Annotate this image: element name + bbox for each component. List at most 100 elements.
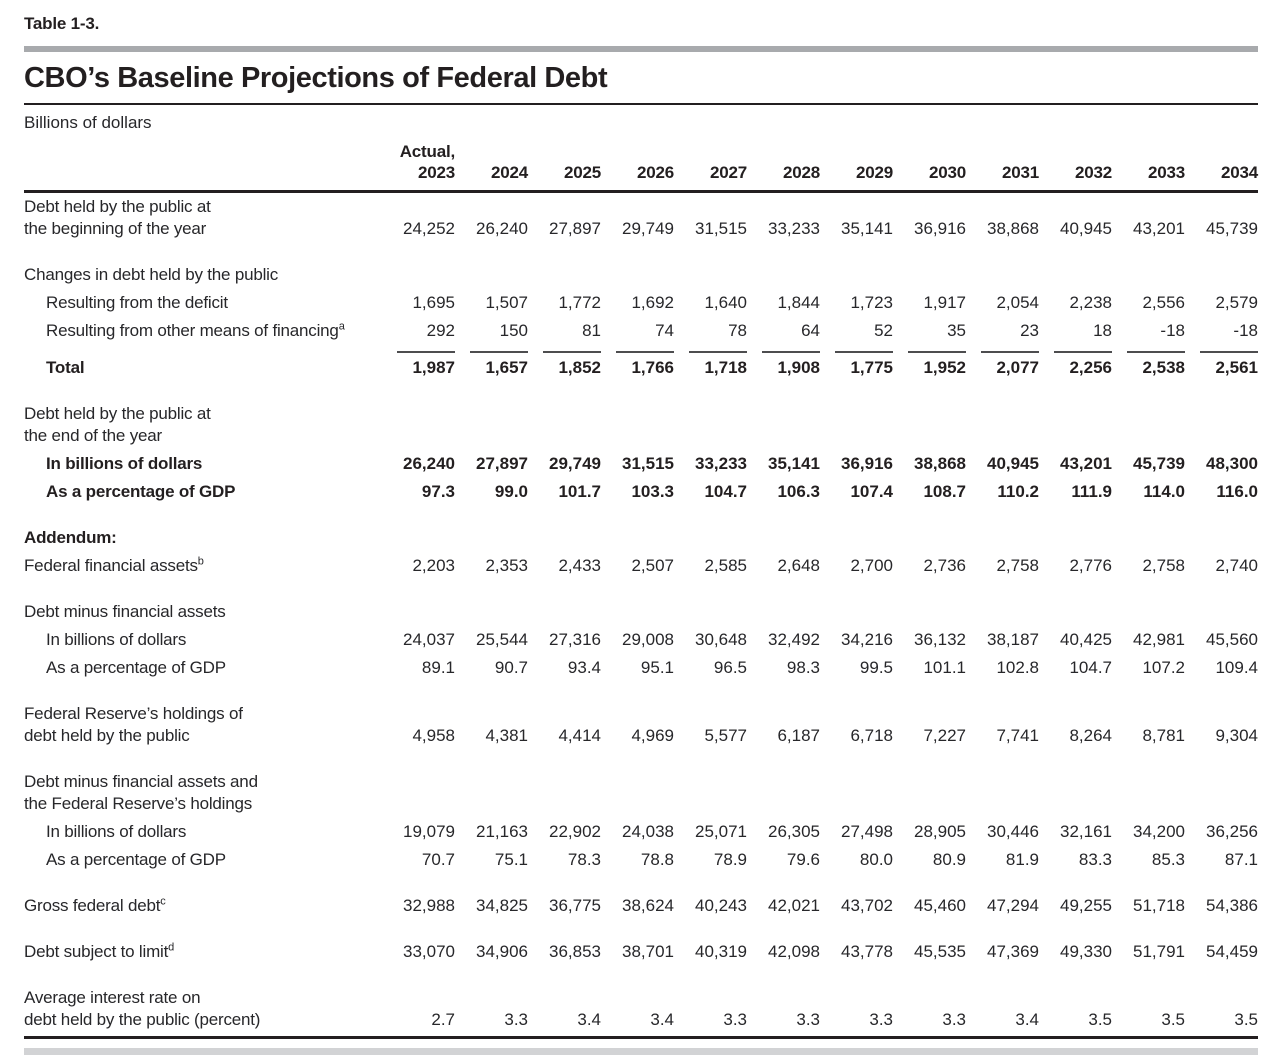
row-label: Gross federal debtc [24, 892, 382, 920]
year-label: 2023 [417, 163, 455, 182]
cell-value: 78.3 [567, 850, 601, 869]
cell-value: 43,201 [1133, 219, 1185, 238]
spacer-row [24, 243, 1258, 261]
row-label: As a percentage of GDP [24, 654, 382, 682]
cell-value: 78.9 [713, 850, 747, 869]
row-label: In billions of dollars [24, 818, 382, 846]
cell-value: 31,515 [622, 454, 674, 473]
total-cell-value: 1,852 [543, 351, 601, 379]
cell-value: 1,695 [412, 293, 455, 312]
cell-value: 1,718 [674, 345, 747, 382]
spacer-cell [24, 382, 1258, 400]
cell-value: 1,852 [528, 345, 601, 382]
cell-value: 89.1 [421, 658, 455, 677]
units-subtitle: Billions of dollars [24, 113, 152, 132]
cell-value: 80.9 [932, 850, 966, 869]
bottom-divider-bar [24, 1048, 1258, 1055]
row-label-line: Federal Reserve’s holdings of [24, 704, 243, 723]
total-cell-value: 1,908 [762, 351, 820, 379]
cell-value: 1,917 [923, 293, 966, 312]
table-row: Federal Reserve’s holdings of debt held b… [24, 700, 1258, 750]
footnote-marker: a [338, 320, 345, 333]
cell-value: 9,304 [1215, 726, 1258, 745]
row-label: As a percentage of GDP [24, 846, 382, 874]
cell-value: 36,916 [841, 454, 893, 473]
total-cell-value: 2,561 [1200, 351, 1258, 379]
year-label: 2027 [709, 163, 747, 182]
cell-value: 6,718 [850, 726, 893, 745]
cell-value: 18 [1093, 321, 1112, 340]
cell-value: 81 [582, 321, 601, 340]
cell-value: 29,749 [549, 454, 601, 473]
spacer-cell [24, 750, 1258, 768]
row-label: In billions of dollars [24, 626, 382, 654]
total-cell-value: 1,718 [689, 351, 747, 379]
cell-value: 79.6 [786, 850, 820, 869]
cell-value: 2,758 [996, 556, 1039, 575]
cell-value: 6,187 [777, 726, 820, 745]
spacer-row [24, 506, 1258, 524]
row-label: Average interest rate on debt held by the… [24, 984, 382, 1034]
cell-value: 107.2 [1142, 658, 1185, 677]
table-row: In billions of dollars 19,079 21,163 22,902… [24, 818, 1258, 846]
section-header-row: Addendum: [24, 524, 1258, 552]
year-header-row: Actual, 2023 2024 2025 2026 2027 2028 2029 2030 2… [24, 141, 1258, 192]
row-label-line: As a percentage of GDP [46, 658, 226, 677]
cell-value: 87.1 [1224, 850, 1258, 869]
cell-value: 2,585 [704, 556, 747, 575]
cell-value: 3.5 [1234, 1010, 1258, 1029]
footnote-marker: b [197, 555, 204, 568]
cell-value: 21,163 [476, 822, 528, 841]
cell-value: 45,739 [1206, 219, 1258, 238]
row-label: Addendum: [24, 524, 1258, 552]
cell-value: 38,624 [622, 896, 674, 915]
cell-value: 103.3 [631, 482, 674, 501]
year-column-header: 2025 [528, 141, 601, 192]
cell-value: 36,775 [549, 896, 601, 915]
year-label: 2034 [1220, 163, 1258, 182]
total-cell-value: 1,657 [470, 351, 528, 379]
cell-value: 34,216 [841, 630, 893, 649]
spacer-cell [24, 682, 1258, 700]
cell-value: 95.1 [640, 658, 674, 677]
cell-value: 25,071 [695, 822, 747, 841]
year-label: 2029 [855, 163, 893, 182]
cell-value: 28,905 [914, 822, 966, 841]
row-label: Total [24, 345, 382, 382]
cell-value: 23 [1020, 321, 1039, 340]
row-label-line: Addendum: [24, 528, 117, 547]
cell-value: 43,201 [1060, 454, 1112, 473]
cell-value: 3.4 [1015, 1010, 1039, 1029]
cell-value: 2,556 [1142, 293, 1185, 312]
spacer-cell [24, 920, 1258, 938]
cell-value: 114.0 [1143, 482, 1185, 501]
cell-value: 36,132 [914, 630, 966, 649]
cell-value: 90.7 [494, 658, 528, 677]
row-label-line: Resulting from other means of financing [46, 321, 339, 340]
cell-value: 85.3 [1151, 850, 1185, 869]
row-label-line: Gross federal debt [24, 896, 161, 915]
cell-value: 2,736 [923, 556, 966, 575]
cell-value: 38,868 [987, 219, 1039, 238]
table-row: Average interest rate on debt held by the… [24, 984, 1258, 1034]
row-label-line: As a percentage of GDP [46, 482, 236, 501]
year-column-header: Actual, 2023 [382, 141, 455, 192]
cell-value: 3.5 [1088, 1010, 1112, 1029]
cell-value: 2,238 [1069, 293, 1112, 312]
row-label-line: Federal financial assets [24, 556, 198, 575]
cell-value: 30,648 [695, 630, 747, 649]
cell-value: 97.3 [421, 482, 455, 501]
year-label: 2031 [1001, 163, 1039, 182]
row-label-line: In billions of dollars [46, 630, 187, 649]
spacer-row [24, 966, 1258, 984]
cell-value: 3.3 [723, 1010, 747, 1029]
cell-value: 292 [426, 321, 455, 340]
cell-value: 93.4 [567, 658, 601, 677]
year-label: 2026 [636, 163, 674, 182]
year-column-header: 2032 [1039, 141, 1112, 192]
section-header-row: Changes in debt held by the public [24, 261, 1258, 289]
year-label: 2030 [928, 163, 966, 182]
cell-value: 33,070 [403, 942, 455, 961]
year-column-header: 2033 [1112, 141, 1185, 192]
cell-value: 51,718 [1133, 896, 1185, 915]
